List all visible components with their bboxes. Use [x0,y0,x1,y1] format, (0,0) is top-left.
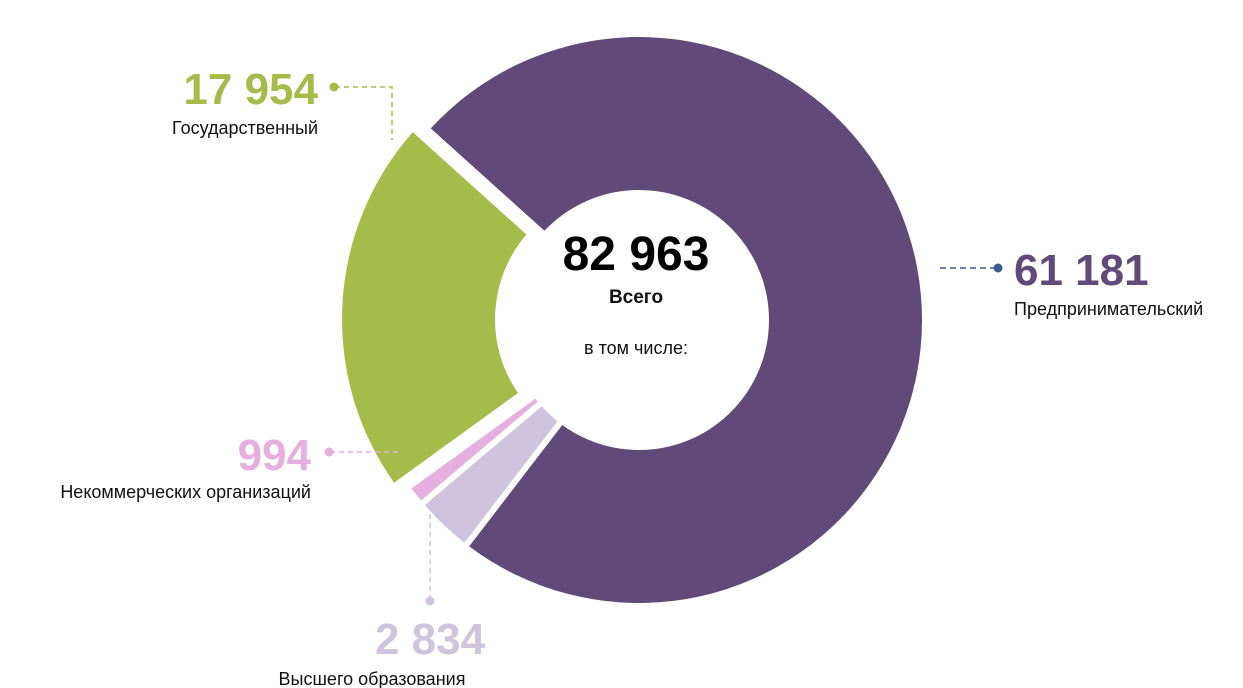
label-noncommercial: Некоммерческих организаций [60,482,311,502]
leader-line [335,86,393,140]
leader-dot [324,447,334,457]
slice-government [342,132,527,483]
label-entrepreneurial: Предпринимательский [1014,299,1203,319]
leader-dot [993,263,1003,273]
center-subtitle: в том числе: [584,338,688,358]
callout-government: 17 954 Государственный [172,65,393,140]
callout-entrepreneurial: 61 181 Предпринимательский [940,246,1203,319]
label-higher-education: Высшего образования [279,669,466,688]
slice-noncommercial [411,398,538,501]
callout-noncommercial: 994 Некоммерческих организаций [60,431,400,502]
leader-dot [329,82,339,92]
slice-higher-education [424,406,558,543]
center-total: 82 963 [563,228,710,281]
value-higher-education: 2 834 [375,615,486,664]
callout-higher-education: 2 834 Высшего образования [279,505,486,688]
label-government: Государственный [172,118,318,138]
value-entrepreneurial: 61 181 [1014,246,1149,295]
slice-entrepreneurial [430,36,922,603]
value-government: 17 954 [183,65,318,114]
leader-dot [425,596,435,606]
value-noncommercial: 994 [238,431,312,480]
center-total-label: Всего [609,287,663,308]
donut-slices [342,36,922,603]
